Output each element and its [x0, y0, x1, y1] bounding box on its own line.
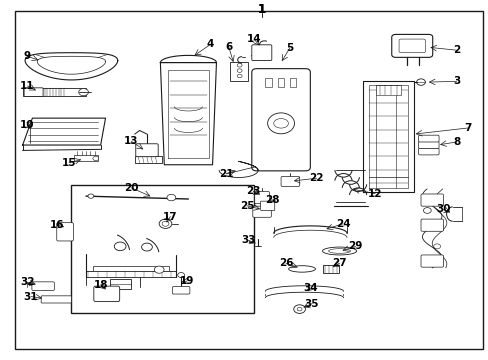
- Text: 25: 25: [239, 201, 254, 211]
- Ellipse shape: [288, 266, 315, 272]
- FancyBboxPatch shape: [252, 206, 271, 217]
- Text: 32: 32: [20, 277, 35, 287]
- Circle shape: [93, 156, 99, 161]
- FancyBboxPatch shape: [418, 135, 438, 142]
- Bar: [277, 78, 284, 87]
- Polygon shape: [22, 118, 105, 145]
- Circle shape: [162, 221, 168, 226]
- Text: 11: 11: [20, 81, 35, 91]
- Text: 22: 22: [309, 173, 323, 183]
- Text: 24: 24: [335, 219, 349, 229]
- Bar: [375, 85, 400, 95]
- FancyBboxPatch shape: [281, 176, 299, 186]
- Text: 31: 31: [23, 292, 38, 302]
- Circle shape: [433, 244, 440, 249]
- Text: 28: 28: [265, 195, 280, 205]
- Text: 21: 21: [218, 168, 233, 179]
- Text: 10: 10: [20, 121, 35, 130]
- Bar: [322, 265, 338, 273]
- Text: 9: 9: [24, 51, 31, 61]
- Text: 26: 26: [278, 258, 293, 268]
- FancyBboxPatch shape: [418, 141, 438, 148]
- Text: 33: 33: [241, 235, 255, 245]
- Text: 1: 1: [257, 3, 265, 16]
- Bar: [74, 155, 98, 161]
- Text: 17: 17: [163, 212, 177, 221]
- Ellipse shape: [322, 247, 356, 255]
- Text: 7: 7: [463, 123, 470, 133]
- Circle shape: [88, 194, 94, 198]
- Text: 23: 23: [245, 186, 260, 197]
- FancyBboxPatch shape: [254, 192, 269, 204]
- Text: 19: 19: [180, 276, 194, 286]
- Text: 5: 5: [285, 43, 293, 53]
- Circle shape: [151, 149, 157, 153]
- Circle shape: [237, 69, 242, 72]
- Polygon shape: [362, 81, 413, 192]
- FancyBboxPatch shape: [418, 148, 438, 155]
- FancyBboxPatch shape: [420, 194, 443, 206]
- Text: 1: 1: [257, 3, 265, 16]
- Text: 20: 20: [124, 183, 138, 193]
- Text: 29: 29: [348, 241, 362, 251]
- Bar: [110, 279, 131, 289]
- Circle shape: [297, 307, 302, 311]
- Text: 27: 27: [331, 258, 346, 268]
- Text: 2: 2: [452, 45, 459, 55]
- Circle shape: [154, 266, 163, 273]
- Circle shape: [79, 89, 88, 96]
- Circle shape: [177, 273, 184, 278]
- Text: 13: 13: [124, 136, 138, 146]
- Bar: [289, 78, 296, 87]
- Text: 18: 18: [93, 280, 108, 290]
- Circle shape: [159, 219, 171, 228]
- Circle shape: [293, 305, 305, 314]
- Text: 34: 34: [303, 283, 317, 293]
- Circle shape: [237, 74, 242, 78]
- Polygon shape: [160, 55, 216, 165]
- FancyBboxPatch shape: [57, 223, 73, 241]
- FancyBboxPatch shape: [136, 144, 158, 157]
- Bar: [265, 78, 271, 87]
- Ellipse shape: [273, 118, 288, 128]
- Bar: [86, 271, 176, 277]
- Circle shape: [416, 79, 425, 85]
- FancyBboxPatch shape: [398, 39, 425, 53]
- Text: 15: 15: [61, 158, 76, 168]
- FancyBboxPatch shape: [260, 201, 274, 211]
- Bar: [71, 185, 254, 313]
- FancyBboxPatch shape: [172, 287, 189, 294]
- FancyBboxPatch shape: [391, 35, 432, 57]
- FancyBboxPatch shape: [41, 296, 71, 303]
- FancyBboxPatch shape: [251, 69, 310, 171]
- Text: 6: 6: [225, 42, 232, 52]
- Ellipse shape: [328, 249, 350, 253]
- Bar: [22, 88, 86, 96]
- Text: 4: 4: [206, 40, 214, 49]
- FancyBboxPatch shape: [24, 88, 43, 96]
- FancyBboxPatch shape: [420, 255, 443, 267]
- Circle shape: [166, 194, 175, 201]
- FancyBboxPatch shape: [32, 282, 54, 291]
- Text: 3: 3: [452, 76, 459, 86]
- Bar: [93, 266, 168, 271]
- Text: 30: 30: [435, 204, 450, 215]
- Circle shape: [114, 242, 126, 251]
- Circle shape: [142, 243, 152, 251]
- Text: 8: 8: [452, 137, 459, 147]
- Bar: [229, 62, 248, 81]
- Text: 35: 35: [304, 299, 318, 309]
- Circle shape: [423, 208, 430, 213]
- Text: 12: 12: [367, 189, 382, 199]
- Text: 14: 14: [246, 35, 261, 44]
- FancyBboxPatch shape: [420, 219, 443, 231]
- FancyBboxPatch shape: [251, 45, 271, 60]
- Ellipse shape: [267, 113, 294, 134]
- Polygon shape: [25, 53, 118, 80]
- Bar: [135, 156, 161, 163]
- Circle shape: [285, 179, 289, 182]
- FancyBboxPatch shape: [94, 286, 120, 302]
- Text: 16: 16: [49, 220, 64, 230]
- Circle shape: [237, 63, 242, 67]
